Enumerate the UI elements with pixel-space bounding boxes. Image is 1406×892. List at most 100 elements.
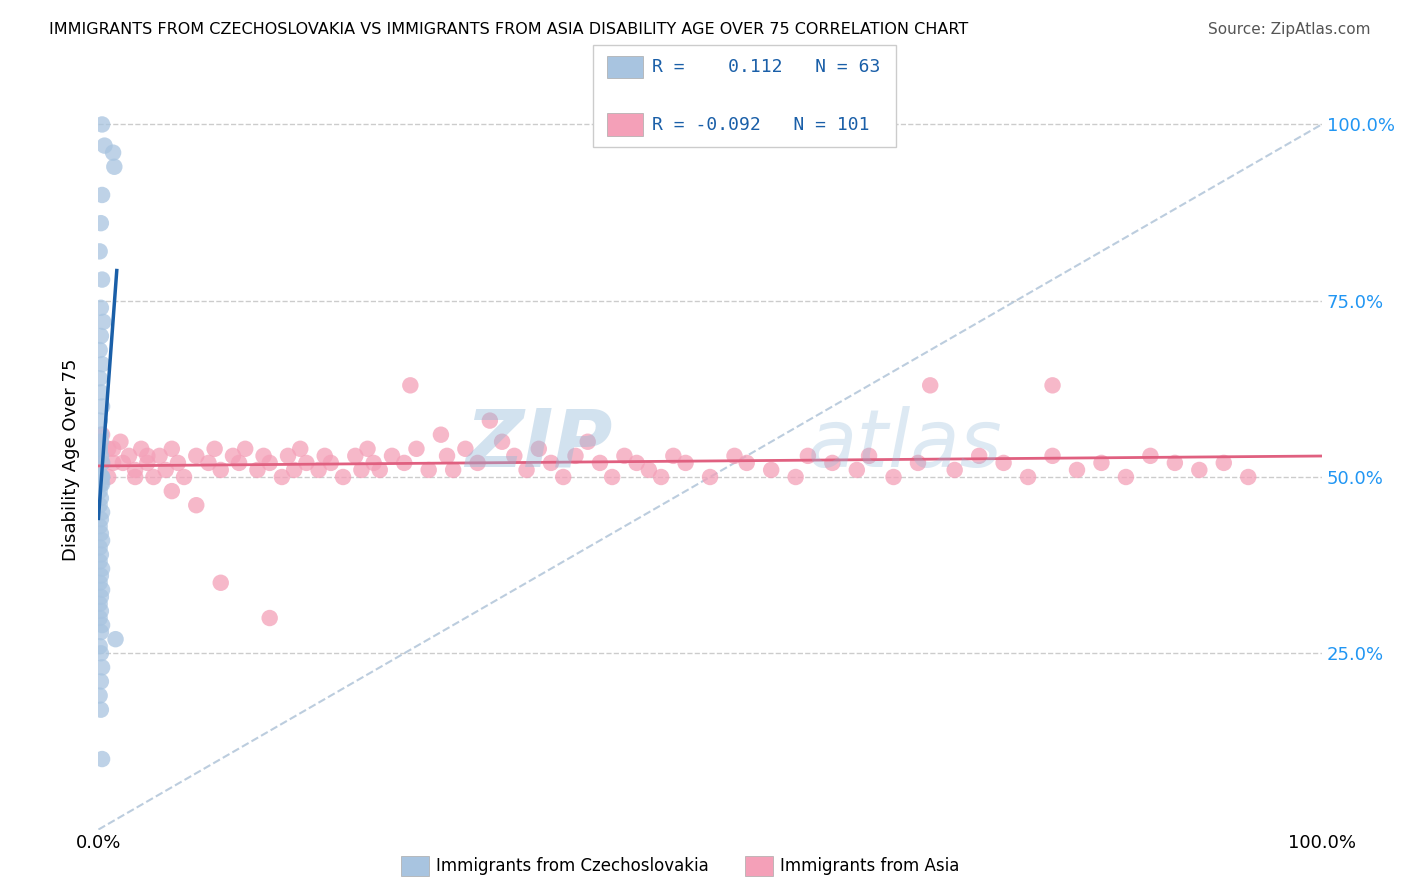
Point [441,463,464,477]
Text: atlas: atlas [808,406,1002,483]
Point [104,632,127,647]
Point [97,442,120,456]
Text: R = -0.092   N = 101: R = -0.092 N = 101 [652,116,870,134]
Text: IMMIGRANTS FROM CZECHOSLOVAKIA VS IMMIGRANTS FROM ASIA DISABILITY AGE OVER 75 CO: IMMIGRANTS FROM CZECHOSLOVAKIA VS IMMIGR… [49,22,969,37]
Point [399,378,422,392]
Point [91,118,114,132]
Point [90,470,112,484]
Point [576,434,599,449]
Point [89,484,111,499]
Point [173,470,195,484]
Point [405,442,427,456]
Point [129,442,152,456]
Point [186,498,208,512]
Point [1139,449,1161,463]
Point [160,442,183,456]
Point [209,575,232,590]
Point [89,519,111,533]
Point [785,470,807,484]
Point [89,555,111,569]
Point [1090,456,1112,470]
Point [381,449,404,463]
Point [845,463,868,477]
Point [637,463,661,477]
Point [90,512,112,526]
Point [350,463,373,477]
Point [90,568,112,582]
Point [1042,449,1064,463]
Point [124,470,146,484]
Point [91,752,114,766]
Point [101,456,124,470]
Point [290,442,312,456]
Point [344,449,367,463]
Point [1188,463,1211,477]
Point [91,477,114,491]
Point [90,427,112,442]
Point [91,470,114,484]
Point [91,272,114,286]
Point [204,442,226,456]
Point [943,463,966,477]
Point [600,470,623,484]
Point [1042,378,1064,392]
Point [993,456,1015,470]
Point [675,456,697,470]
Point [319,456,342,470]
Point [259,611,281,625]
Point [90,646,112,660]
Point [90,491,112,505]
Text: Immigrants from Czechoslovakia: Immigrants from Czechoslovakia [436,857,709,875]
Point [553,470,575,484]
Point [613,449,636,463]
Point [89,597,111,611]
Point [967,449,990,463]
Text: Immigrants from Asia: Immigrants from Asia [780,857,960,875]
Point [167,456,190,470]
Point [1066,463,1088,477]
Point [259,456,281,470]
Point [277,449,299,463]
Point [89,371,111,385]
Point [491,434,513,449]
Point [1017,470,1039,484]
Point [90,674,112,689]
Point [246,463,269,477]
Point [723,449,745,463]
Point [907,456,929,470]
Point [91,357,114,371]
Point [89,343,111,357]
Point [430,427,453,442]
Point [589,456,612,470]
Point [91,427,114,442]
Point [363,456,385,470]
Point [90,449,112,463]
Point [252,449,274,463]
Point [626,456,648,470]
Point [209,463,232,477]
Point [90,301,112,315]
Point [527,442,550,456]
Y-axis label: Disability Age Over 75: Disability Age Over 75 [62,358,80,561]
Point [858,449,880,463]
Point [540,456,562,470]
Point [197,456,219,470]
Point [149,449,172,463]
Point [110,434,132,449]
Text: ZIP: ZIP [465,406,612,483]
Point [283,463,305,477]
Point [91,505,114,519]
Point [101,442,124,456]
Point [103,160,125,174]
Point [91,456,114,470]
Point [478,414,501,428]
Text: R =    0.112   N = 63: R = 0.112 N = 63 [652,58,880,76]
Point [90,703,112,717]
Point [136,456,159,470]
Point [136,449,159,463]
Point [89,442,111,456]
Point [89,639,111,653]
Point [91,618,114,632]
Point [111,456,134,470]
Point [97,470,120,484]
